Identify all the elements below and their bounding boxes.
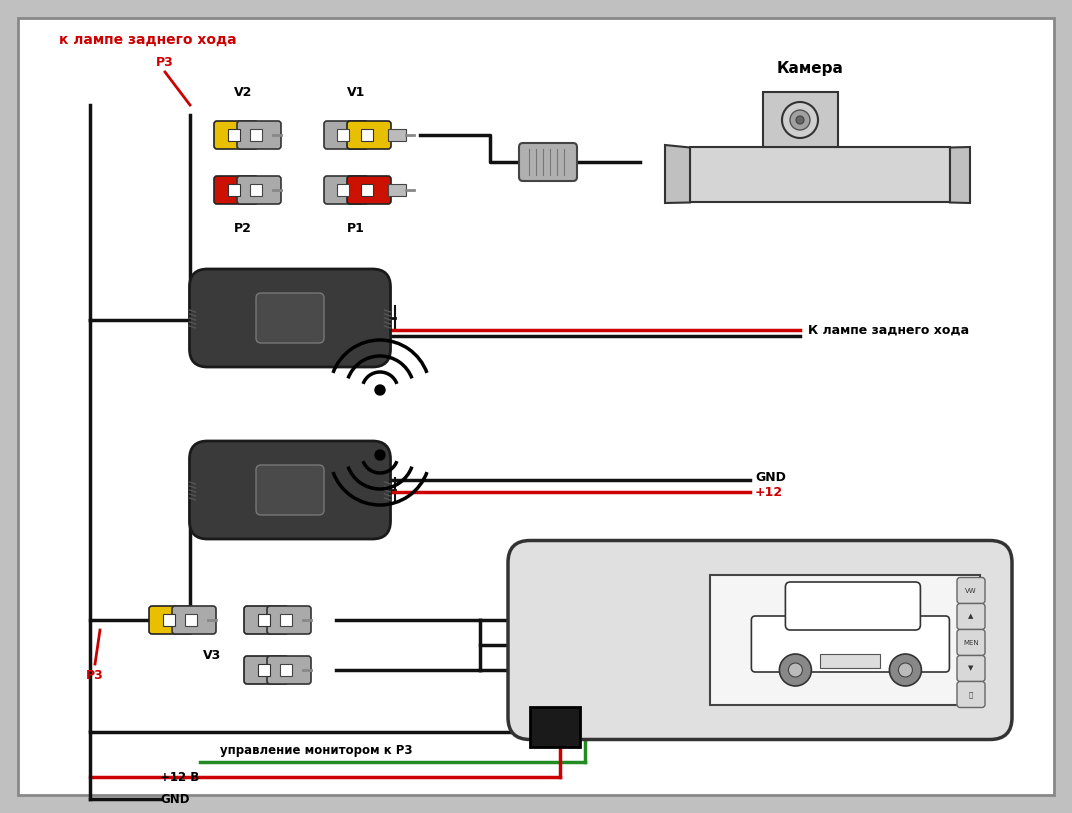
FancyBboxPatch shape xyxy=(244,606,288,634)
Text: V3: V3 xyxy=(203,649,221,662)
Text: MEN: MEN xyxy=(963,640,979,646)
FancyBboxPatch shape xyxy=(228,184,240,196)
FancyBboxPatch shape xyxy=(361,129,373,141)
FancyBboxPatch shape xyxy=(786,582,921,630)
Text: GND: GND xyxy=(160,793,190,806)
FancyBboxPatch shape xyxy=(256,293,324,343)
Polygon shape xyxy=(665,145,690,203)
Text: P3: P3 xyxy=(157,55,174,68)
FancyBboxPatch shape xyxy=(347,176,391,204)
FancyBboxPatch shape xyxy=(237,121,281,149)
FancyBboxPatch shape xyxy=(18,18,1054,795)
FancyBboxPatch shape xyxy=(250,129,262,141)
Text: к лампе заднего хода: к лампе заднего хода xyxy=(59,33,237,47)
FancyBboxPatch shape xyxy=(508,541,1012,740)
FancyBboxPatch shape xyxy=(710,575,980,705)
FancyBboxPatch shape xyxy=(190,441,390,539)
Text: P1: P1 xyxy=(347,221,364,234)
FancyBboxPatch shape xyxy=(280,614,292,626)
Polygon shape xyxy=(950,147,970,203)
FancyBboxPatch shape xyxy=(820,654,880,668)
Circle shape xyxy=(788,663,803,677)
FancyBboxPatch shape xyxy=(530,707,580,747)
FancyBboxPatch shape xyxy=(214,121,258,149)
FancyBboxPatch shape xyxy=(957,577,985,603)
FancyBboxPatch shape xyxy=(184,614,196,626)
FancyBboxPatch shape xyxy=(255,184,273,196)
Circle shape xyxy=(781,102,818,138)
FancyBboxPatch shape xyxy=(228,129,240,141)
Text: управление монитором к P3: управление монитором к P3 xyxy=(220,744,413,757)
Text: GND: GND xyxy=(755,471,786,484)
Text: P3: P3 xyxy=(86,668,104,681)
FancyBboxPatch shape xyxy=(250,184,262,196)
FancyBboxPatch shape xyxy=(267,606,311,634)
FancyBboxPatch shape xyxy=(519,143,577,181)
FancyBboxPatch shape xyxy=(190,614,208,626)
Text: P2: P2 xyxy=(234,221,252,234)
Text: +12 В: +12 В xyxy=(160,771,199,784)
FancyBboxPatch shape xyxy=(957,681,985,707)
Text: V2: V2 xyxy=(234,86,252,99)
FancyBboxPatch shape xyxy=(214,176,258,204)
FancyBboxPatch shape xyxy=(957,655,985,681)
FancyBboxPatch shape xyxy=(190,269,390,367)
FancyBboxPatch shape xyxy=(762,93,837,147)
FancyBboxPatch shape xyxy=(337,184,348,196)
FancyBboxPatch shape xyxy=(258,614,270,626)
FancyBboxPatch shape xyxy=(163,614,176,626)
Text: ⏹: ⏹ xyxy=(969,691,973,698)
Circle shape xyxy=(796,116,804,124)
FancyBboxPatch shape xyxy=(361,184,373,196)
Circle shape xyxy=(890,654,922,686)
Text: +12: +12 xyxy=(755,485,784,498)
FancyBboxPatch shape xyxy=(267,656,311,684)
FancyBboxPatch shape xyxy=(285,664,303,676)
Text: SPARK: SPARK xyxy=(823,548,956,582)
FancyBboxPatch shape xyxy=(690,147,950,202)
FancyBboxPatch shape xyxy=(172,606,215,634)
FancyBboxPatch shape xyxy=(324,121,368,149)
FancyBboxPatch shape xyxy=(957,603,985,629)
FancyBboxPatch shape xyxy=(285,614,303,626)
Text: ▲: ▲ xyxy=(968,614,973,620)
FancyBboxPatch shape xyxy=(337,129,348,141)
FancyBboxPatch shape xyxy=(347,121,391,149)
FancyBboxPatch shape xyxy=(388,184,406,196)
FancyBboxPatch shape xyxy=(280,664,292,676)
FancyBboxPatch shape xyxy=(751,616,950,672)
FancyBboxPatch shape xyxy=(255,129,273,141)
Text: Камера: Камера xyxy=(776,60,844,76)
Text: V1: V1 xyxy=(347,86,366,99)
FancyBboxPatch shape xyxy=(237,176,281,204)
Text: К лампе заднего хода: К лампе заднего хода xyxy=(808,324,969,337)
FancyBboxPatch shape xyxy=(149,606,193,634)
Text: ▼: ▼ xyxy=(968,666,973,672)
FancyBboxPatch shape xyxy=(258,664,270,676)
FancyBboxPatch shape xyxy=(324,176,368,204)
Circle shape xyxy=(898,663,912,677)
FancyBboxPatch shape xyxy=(244,656,288,684)
FancyBboxPatch shape xyxy=(256,465,324,515)
Circle shape xyxy=(779,654,812,686)
Text: VW: VW xyxy=(965,588,977,593)
Circle shape xyxy=(790,110,810,130)
Circle shape xyxy=(375,450,385,460)
Circle shape xyxy=(375,385,385,395)
FancyBboxPatch shape xyxy=(957,629,985,655)
FancyBboxPatch shape xyxy=(388,129,406,141)
